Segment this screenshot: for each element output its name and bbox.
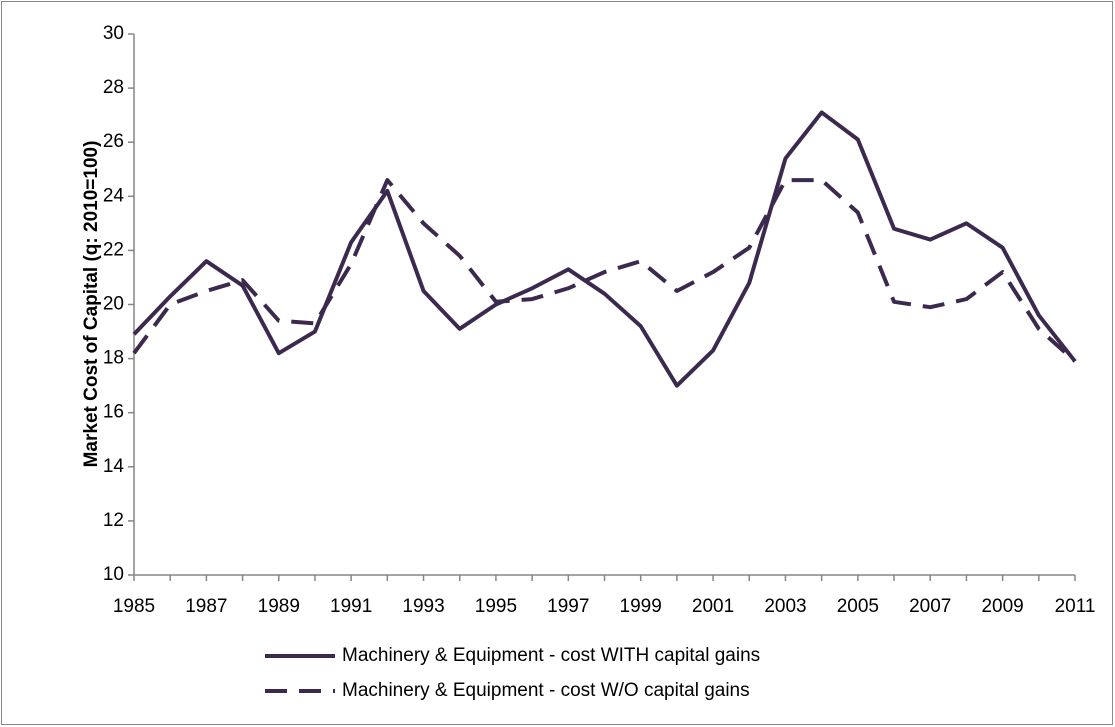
x-tick-label: 2009 [981,596,1023,617]
y-tick-label: 14 [103,456,125,477]
y-tick-label: 10 [103,564,124,585]
y-tick-label: 12 [103,510,124,531]
y-tick-label: 26 [103,131,124,152]
y-tick-label: 18 [103,348,124,369]
series-line [132,178,1077,363]
x-tick-label: 2011 [1055,596,1096,617]
x-tick-label: 1991 [330,596,372,617]
legend-label: Machinery & Equipment - cost W/O capital… [342,680,750,701]
y-tick-label: 24 [103,185,125,206]
y-tick-label: 20 [103,294,124,315]
x-tick-label: 1993 [402,596,444,617]
x-tick-label: 1995 [475,596,517,617]
x-tick-label: 1985 [113,596,155,617]
y-axis-title: Market Cost of Capital (q: 2010=100) [81,141,102,468]
legend-label: Machinery & Equipment - cost WITH capita… [342,645,760,666]
series-line [132,110,1077,388]
y-tick-label: 28 [103,77,124,98]
y-tick-label: 30 [103,23,124,44]
x-tick-label: 2007 [909,596,951,617]
x-tick-label: 2005 [837,596,879,617]
x-tick-label: 1997 [547,596,589,617]
x-tick-label: 1999 [620,596,662,617]
x-tick-label: 1989 [258,596,300,617]
y-tick-label: 16 [103,402,124,423]
y-tick-label: 22 [103,239,124,260]
x-tick-label: 2001 [692,596,734,617]
x-tick-label: 1987 [185,596,227,617]
x-tick-label: 2003 [764,596,806,617]
